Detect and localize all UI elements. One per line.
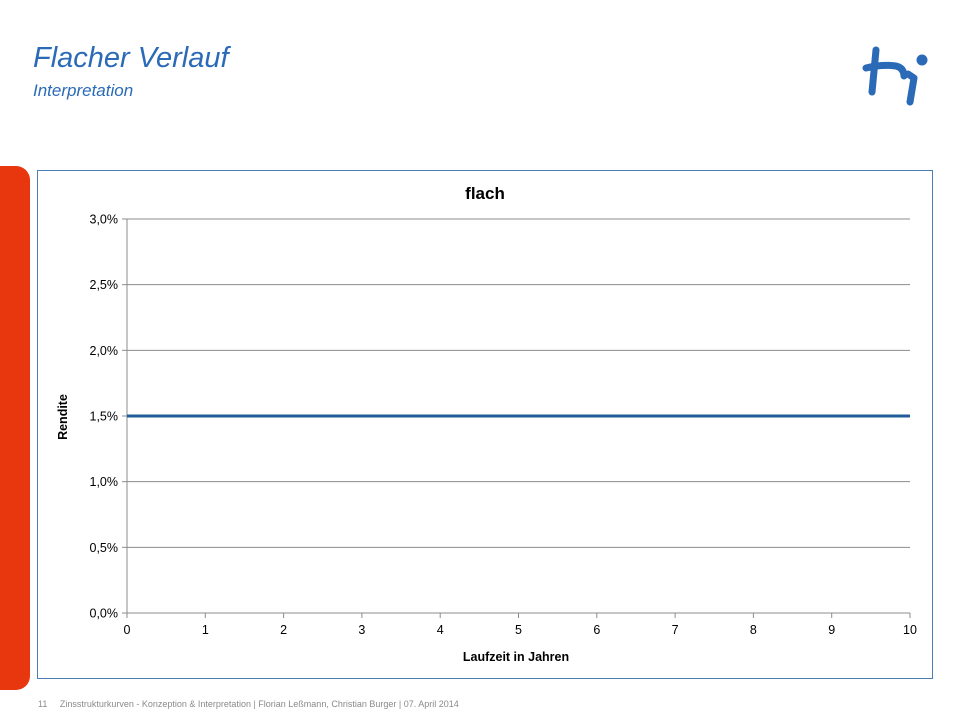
x-tick-label: 4 — [437, 623, 444, 637]
y-tick-label: 1,5% — [90, 410, 119, 424]
chart-frame: 0,0% 0,5% 1,0% 1,5% 2,0% 2,5% 3,0% 0 1 2 3 4 5 6 7 8 9 10… — [37, 170, 933, 679]
x-tick-label: 0 — [124, 623, 131, 637]
slide-subtitle: Interpretation — [33, 81, 134, 100]
y-tick-label: 0,5% — [90, 541, 119, 555]
x-tick-label: 6 — [593, 623, 600, 637]
x-tick-label: 5 — [515, 623, 522, 637]
y-axis-title: Rendite — [56, 394, 70, 440]
y-tick-label: 2,5% — [90, 278, 119, 292]
side-accent-bar — [0, 166, 30, 690]
page-number: 11 — [38, 699, 48, 709]
x-tick-label: 9 — [828, 623, 835, 637]
x-tick-label: 8 — [750, 623, 757, 637]
footer: 11 Zinsstrukturkurven - Konzeption & Int… — [38, 699, 459, 709]
y-tick-label: 0,0% — [90, 607, 119, 621]
x-tick-label: 3 — [358, 623, 365, 637]
y-tick-label: 1,0% — [90, 475, 119, 489]
x-tick-label: 2 — [280, 623, 287, 637]
x-tick-label: 1 — [202, 623, 209, 637]
chart-title: flach — [465, 184, 505, 203]
footer-text: Zinsstrukturkurven - Konzeption & Interp… — [59, 699, 459, 709]
slide-title: Flacher Verlauf — [33, 42, 229, 74]
y-tick-label: 2,0% — [90, 344, 119, 358]
line-chart: 0,0% 0,5% 1,0% 1,5% 2,0% 2,5% 3,0% 0 1 2 3 4 5 6 7 8 9 10… — [56, 184, 917, 664]
y-tick-label: 3,0% — [90, 213, 119, 227]
x-axis-title: Laufzeit in Jahren — [463, 650, 569, 664]
x-tick-label: 7 — [672, 623, 679, 637]
x-tick-label: 10 — [903, 623, 917, 637]
hi-brand-logo-icon — [862, 46, 928, 106]
